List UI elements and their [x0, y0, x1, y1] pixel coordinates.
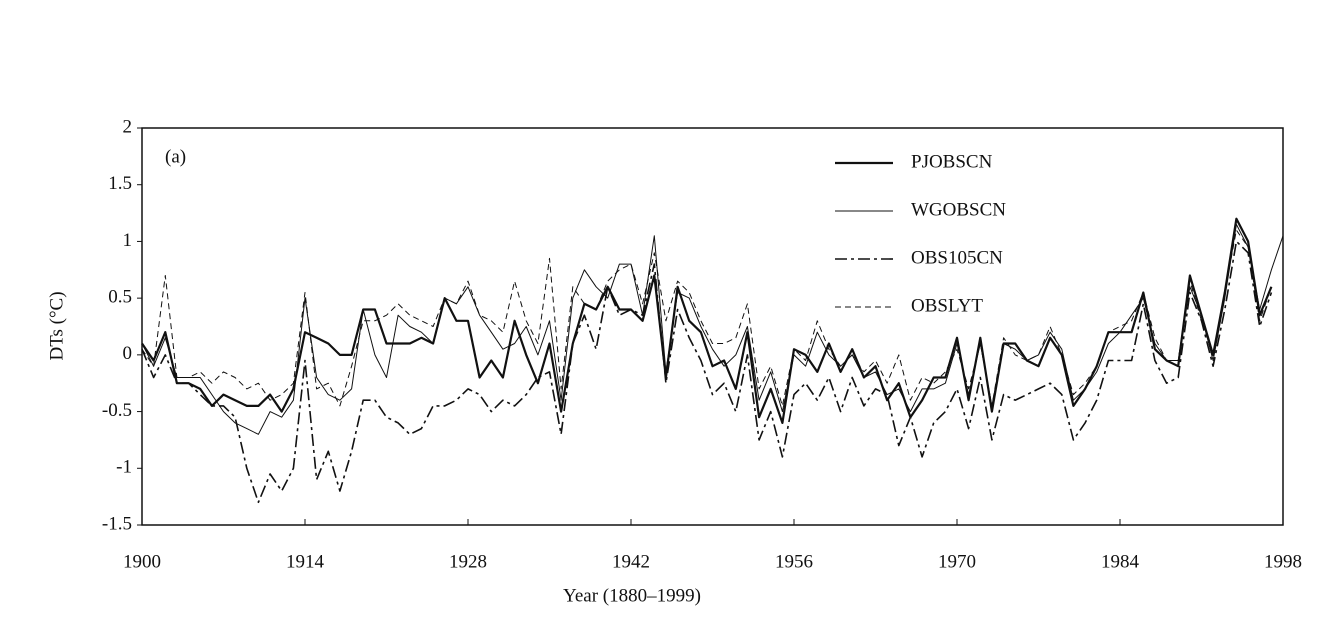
series-line: [141, 240, 1273, 504]
x-tick-label: 1942: [612, 551, 650, 572]
x-tick-label: 1984: [1101, 551, 1140, 572]
x-tick-label: 1914: [286, 551, 325, 572]
x-tick-label: 1998: [1264, 551, 1302, 572]
series-line: [141, 217, 1273, 424]
y-tick-label: 0.5: [108, 287, 132, 308]
y-tick-label: -1.5: [102, 513, 132, 534]
plot-frame: [141, 127, 1284, 526]
legend-label: WGOBSCN: [911, 199, 1006, 220]
series-line: [141, 229, 1272, 407]
y-tick-label: 0: [123, 343, 133, 364]
y-axis-label: DTs (°C): [46, 291, 67, 360]
annotation: (a): [165, 146, 186, 167]
y-tick-label: -1: [116, 457, 132, 478]
x-axis-label: Year (1880–1999): [563, 585, 701, 606]
legend-label: OBSLYT: [911, 295, 983, 316]
x-tick-label: 1928: [449, 551, 487, 572]
legend-label: PJOBSCN: [911, 151, 993, 172]
y-tick-label: 1.5: [108, 173, 132, 194]
legend-label: OBS105CN: [911, 247, 1003, 268]
y-tick-label: 2: [123, 116, 133, 137]
series-line: [141, 223, 1284, 435]
x-tick-label: 1970: [938, 551, 976, 572]
y-tick-label: -0.5: [102, 400, 132, 421]
y-tick-label: 1: [123, 230, 133, 251]
x-tick-label: 1900: [123, 551, 161, 572]
x-tick-label: 1956: [775, 551, 813, 572]
